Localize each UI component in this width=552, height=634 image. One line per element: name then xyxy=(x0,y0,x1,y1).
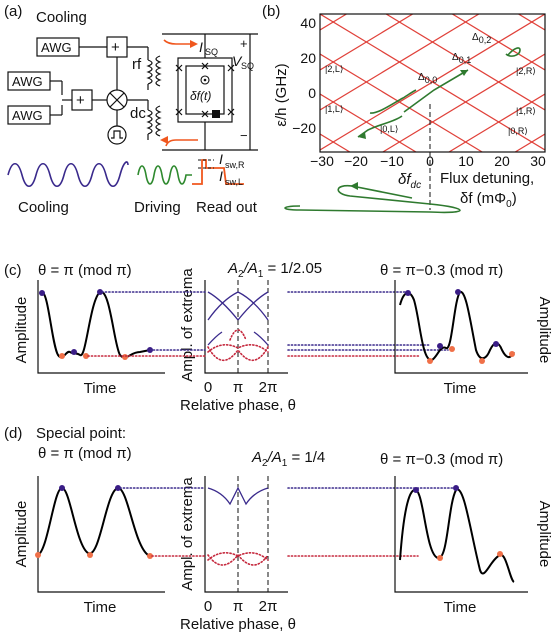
b-yticks: 40 20 0 −20 xyxy=(292,15,316,136)
awg-label-cooling: AWG xyxy=(41,40,72,55)
d-xlabel-right: Time xyxy=(444,599,477,616)
vsq-plus: + xyxy=(240,36,248,51)
vsq-label: V xyxy=(232,53,243,69)
d-xlabel-center: Relative phase, θ xyxy=(180,616,296,633)
c-right-title: θ = π−0.3 (mod π) xyxy=(380,262,503,279)
panel-c: (c) θ = π (mod π) A2/A1 = 1/2.05 θ = π−0… xyxy=(4,260,552,414)
c-left-signal xyxy=(41,291,151,359)
adder-driving-symbol: + xyxy=(76,92,85,109)
d-ylabel-center: Ampl. of extrema xyxy=(179,477,196,591)
b-xtick-m30: −30 xyxy=(310,153,334,169)
c-ylabel-right: Amplitude xyxy=(536,297,552,364)
state-0r: |0,R⟩ xyxy=(508,126,528,136)
b-xtick-20: 20 xyxy=(494,153,510,169)
wave-label-readout: Read out xyxy=(196,199,258,216)
dfdc-label: δfdc xyxy=(398,171,421,191)
d-xlabel-left: Time xyxy=(84,599,117,616)
pulse-source-symbol xyxy=(107,125,127,145)
vsq-minus: − xyxy=(240,128,248,143)
c-center-title: A2/A1 = 1/2.05 xyxy=(227,260,322,280)
panel-a: (a) Cooling AWG + AWG AWG + r xyxy=(4,3,258,216)
squid-loop xyxy=(177,57,233,123)
d-special-label: Special point: xyxy=(36,425,126,442)
c-xlabel-left: Time xyxy=(84,380,117,397)
b-ytick-20: 20 xyxy=(300,50,316,66)
c-xtick-pi: π xyxy=(233,379,243,396)
spectrum-plot xyxy=(319,13,546,153)
b-xlabel-line1: Flux detuning, xyxy=(440,170,534,187)
josephson-junctions xyxy=(175,62,235,118)
delta-00-label: Δ0,0 xyxy=(418,72,437,85)
state-2l: |2,L⟩ xyxy=(325,64,343,74)
awg-label-driving-2: AWG xyxy=(12,108,43,123)
d-ylabel-right: Amplitude xyxy=(536,501,552,568)
dc-label: dc xyxy=(130,105,146,122)
d-right-title: θ = π−0.3 (mod π) xyxy=(380,451,503,468)
b-xticks: −30 −20 −10 0 10 20 30 xyxy=(310,153,546,169)
cooling-title: Cooling xyxy=(36,9,87,26)
d-left-title: θ = π (mod π) xyxy=(38,445,132,462)
panel-d-label: (d) xyxy=(4,425,22,442)
panel-b-ylabel: ε/h (GHz) xyxy=(273,63,290,126)
panel-d: (d) Special point: θ = π (mod π) A2/A1 =… xyxy=(4,425,552,633)
isw-l-sub: sw,L xyxy=(225,177,243,187)
wave-label-driving: Driving xyxy=(134,199,181,216)
cooling-waveform xyxy=(7,161,129,188)
b-xlabel-line2: δf (mΦ0) xyxy=(460,190,517,210)
c-ylabel-center: Ampl. of extrema xyxy=(179,268,196,382)
adder-top-symbol: + xyxy=(111,39,120,56)
state-1r: |1,R⟩ xyxy=(516,106,536,116)
b-xtick-10: 10 xyxy=(458,153,474,169)
d-xtick-2pi: 2π xyxy=(259,598,278,615)
panel-b: (b) ε/h (GHz) xyxy=(262,3,546,214)
flux-label: δf(t) xyxy=(190,89,211,103)
b-ytick-40: 40 xyxy=(300,15,316,31)
state-1l: |1,L⟩ xyxy=(325,104,343,114)
isw-r-sub: sw,R xyxy=(225,160,245,170)
c-xtick-2pi: 2π xyxy=(259,379,278,396)
state-0l: |0,L⟩ xyxy=(380,124,398,134)
panel-c-label: (c) xyxy=(4,262,22,279)
isw-r-label: I xyxy=(219,151,223,167)
readout-waveform xyxy=(192,159,244,185)
b-ytick-m20: −20 xyxy=(292,120,316,136)
isq-sub: SQ xyxy=(205,47,218,57)
b-xtick-30: 30 xyxy=(530,153,546,169)
d-right-signal xyxy=(399,488,515,583)
awg-label-driving-1: AWG xyxy=(12,74,43,89)
d-extrema-curves xyxy=(207,486,269,566)
c-ylabel-left: Amplitude xyxy=(13,297,30,364)
c-xlabel-right: Time xyxy=(444,380,477,397)
delta-01-label: Δ0,1 xyxy=(452,52,471,65)
isq-label: I xyxy=(199,39,203,55)
d-xtick-0: 0 xyxy=(204,598,212,615)
c-xtick-0: 0 xyxy=(204,379,212,396)
d-xtick-pi: π xyxy=(233,598,243,615)
panel-a-label: (a) xyxy=(4,3,22,20)
d-center-title: A2/A1 = 1/4 xyxy=(251,449,325,469)
delta-02-label: Δ0,2 xyxy=(472,32,491,45)
d-left-signal xyxy=(37,486,153,557)
driving-waveform xyxy=(137,165,192,185)
c-xlabel-center: Relative phase, θ xyxy=(180,397,296,414)
b-xtick-m20: −20 xyxy=(344,153,368,169)
d-ylabel-left: Amplitude xyxy=(13,501,30,568)
wave-label-cooling: Cooling xyxy=(18,199,69,216)
panel-b-label: (b) xyxy=(262,3,280,20)
c-left-title: θ = π (mod π) xyxy=(38,262,132,279)
isw-l-label: I xyxy=(219,168,223,184)
b-xtick-m10: −10 xyxy=(380,153,404,169)
rf-label: rf xyxy=(132,56,142,73)
state-2r: |2,R⟩ xyxy=(516,66,536,76)
c-extrema-curves xyxy=(207,291,269,362)
vsq-sub: SQ xyxy=(241,61,254,71)
b-ytick-0: 0 xyxy=(308,85,316,101)
